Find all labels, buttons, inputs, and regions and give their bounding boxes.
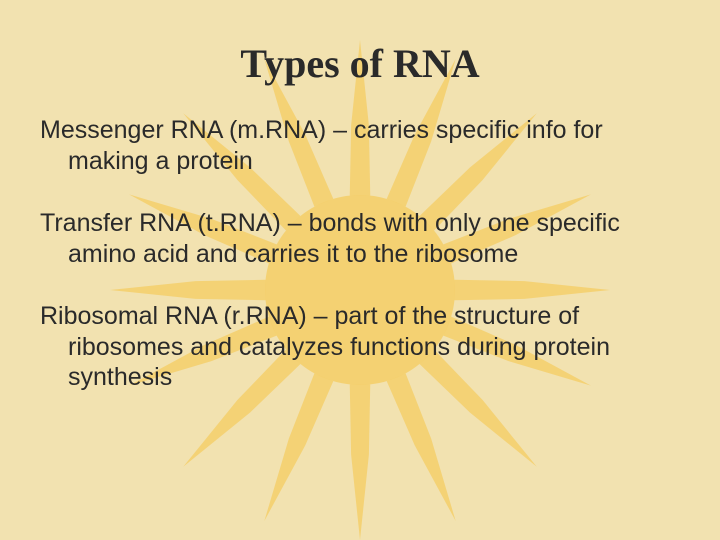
paragraph-mrna: Messenger RNA (m.RNA) – carries specific…: [40, 115, 680, 176]
body-text: Messenger RNA (m.RNA) – carries specific…: [40, 115, 680, 393]
paragraph-rrna: Ribosomal RNA (r.RNA) – part of the stru…: [40, 301, 680, 393]
paragraph-mrna-text: Messenger RNA (m.RNA) – carries specific…: [40, 115, 680, 176]
paragraph-trna-text: Transfer RNA (t.RNA) – bonds with only o…: [40, 208, 680, 269]
slide: Types of RNA Messenger RNA (m.RNA) – car…: [0, 0, 720, 540]
slide-title: Types of RNA: [40, 40, 680, 87]
paragraph-rrna-text: Ribosomal RNA (r.RNA) – part of the stru…: [40, 301, 680, 393]
content-area: Types of RNA Messenger RNA (m.RNA) – car…: [0, 0, 720, 393]
paragraph-trna: Transfer RNA (t.RNA) – bonds with only o…: [40, 208, 680, 269]
